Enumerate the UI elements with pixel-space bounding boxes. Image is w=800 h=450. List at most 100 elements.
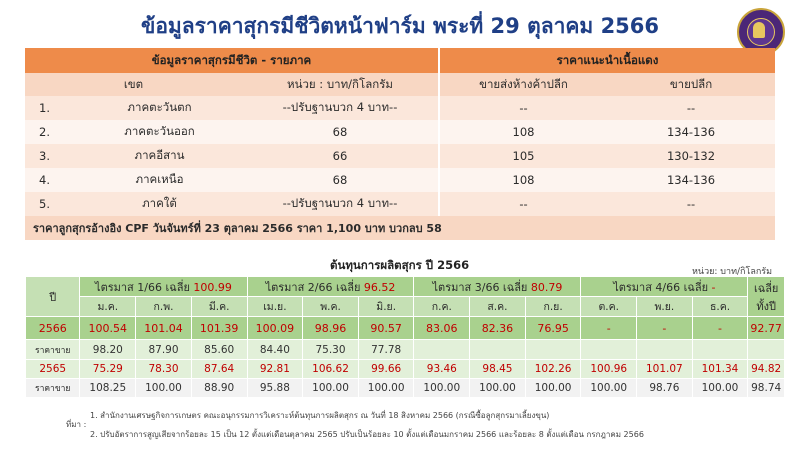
- sale-price-value: 98.20: [79, 339, 137, 360]
- live-pig-price: --ปรับฐานบวก 4 บาท--: [242, 96, 440, 120]
- sale-price-value: 88.90: [190, 378, 248, 398]
- table-row: 2. ภาคตะวันออก 68 108 134-136: [25, 120, 775, 144]
- year-column-header: ปี: [24, 276, 81, 317]
- wholesale-column-header: ขายส่งห้างค้าปลีก: [439, 73, 607, 96]
- zone-column-header: เขต: [25, 73, 242, 96]
- month-header: เม.ย.: [246, 296, 304, 317]
- yearly-average-header: เฉลี่ยทั้งปี: [747, 276, 785, 317]
- cost-value: 101.39: [190, 316, 248, 340]
- cost-value: 101.07: [636, 359, 693, 379]
- retail-column-header: ขายปลีก: [607, 73, 775, 96]
- month-header: พ.ย.: [636, 296, 693, 317]
- cost-value: 100.54: [79, 316, 137, 340]
- sale-price-value: 100.00: [524, 378, 582, 398]
- regional-price-table: ข้อมูลราคาสุกรมีชีวิต - รายภาค ราคาแนะนำ…: [25, 48, 775, 240]
- sale-price-value: 77.78: [357, 339, 415, 360]
- cost-value: -: [580, 316, 638, 340]
- cost-value: 87.64: [190, 359, 248, 379]
- sale-price-value: 100.00: [302, 378, 359, 398]
- sale-price-value: [413, 339, 471, 360]
- wholesale-price: --: [439, 96, 607, 120]
- cost-value: 92.81: [246, 359, 304, 379]
- regional-price-header: ข้อมูลราคาสุกรมีชีวิต - รายภาค: [25, 48, 440, 73]
- sale-price-value: [691, 339, 749, 360]
- row-label: 2565: [24, 359, 81, 379]
- sale-price-value: 100.00: [357, 378, 415, 398]
- row-label: ราคาขาย: [24, 339, 81, 360]
- page-title: ข้อมูลราคาสุกรมีชีวิตหน้าฟาร์ม พระที่ 29…: [140, 14, 660, 38]
- cost-table-title: ต้นทุนการผลิตสุกร ปี 2566: [330, 258, 470, 272]
- sale-price-value: 108.25: [79, 378, 137, 398]
- cost-value: 101.34: [691, 359, 749, 379]
- sale-price-value: [469, 339, 526, 360]
- sale-price-value: 98.76: [636, 378, 693, 398]
- quarter-header: ไตรมาส 1/66 เฉลี่ย 100.99: [79, 276, 248, 297]
- quarter-average: 100.99: [193, 280, 232, 294]
- unit-column-header: หน่วย : บาท/กิโลกรัม: [242, 73, 440, 96]
- cost-value: 102.26: [524, 359, 582, 379]
- yearly-average: 94.82: [747, 359, 785, 379]
- sale-price-value: 87.90: [135, 339, 192, 360]
- unit-note: หน่วย: บาท/กิโลกรัม: [692, 267, 773, 277]
- quarter-average: 96.52: [363, 280, 396, 294]
- sale-price-value: 100.00: [135, 378, 192, 398]
- table-row: 2566 100.54 101.04 101.39 100.09 98.96 9…: [24, 316, 785, 340]
- source-note: 1. สำนักงานเศรษฐกิจการเกษตร คณะอนุกรรมกา…: [90, 411, 550, 420]
- month-header: ก.ค.: [413, 296, 471, 317]
- yearly-average: 92.77: [747, 316, 785, 340]
- source-note: 2. ปรับอัตราการสูญเสียจากร้อยละ 15 เป็น …: [90, 430, 644, 439]
- seal-emblem: [753, 22, 765, 38]
- live-pig-price: 68: [242, 120, 440, 144]
- quarter-label: ไตรมาส 3/66 เฉลี่ย: [432, 280, 528, 294]
- month-header: ก.ย.: [524, 296, 582, 317]
- sale-price-value: 100.00: [691, 378, 749, 398]
- region-name: ภาคอีสาน: [77, 144, 242, 168]
- region-name: ภาคตะวันตก: [77, 96, 242, 120]
- cost-value: 101.04: [135, 316, 192, 340]
- piglet-price-note: ราคาลูกสุกรอ้างอิง CPF วันจันทร์ที่ 23 ต…: [25, 216, 775, 240]
- quarter-label: ไตรมาส 2/66 เฉลี่ย: [265, 280, 361, 294]
- region-name: ภาคเหนือ: [77, 168, 242, 192]
- row-number: 2.: [25, 120, 77, 144]
- table-row: ราคาขาย 108.25 100.00 88.90 95.88 100.00…: [24, 378, 785, 398]
- region-name: ภาคใต้: [77, 192, 242, 216]
- quarter-label: ไตรมาส 4/66 เฉลี่ย: [613, 280, 709, 294]
- table-row: ราคาขาย 98.20 87.90 85.60 84.40 75.30 77…: [24, 339, 785, 360]
- wholesale-price: --: [439, 192, 607, 216]
- retail-price: 134-136: [607, 120, 775, 144]
- cost-value: 82.36: [469, 316, 526, 340]
- table-row: 3. ภาคอีสาน 66 105 130-132: [25, 144, 775, 168]
- cost-value: 78.30: [135, 359, 192, 379]
- quarter-average: -: [711, 280, 716, 294]
- retail-price: --: [607, 192, 775, 216]
- sale-price-value: 84.40: [246, 339, 304, 360]
- cost-value: 98.45: [469, 359, 526, 379]
- cost-value: 106.62: [302, 359, 359, 379]
- live-pig-price: 68: [242, 168, 440, 192]
- yearly-average: [747, 339, 785, 360]
- table-row: 1. ภาคตะวันตก --ปรับฐานบวก 4 บาท-- -- --: [25, 96, 775, 120]
- recommended-meat-header: ราคาแนะนำเนื้อแดง: [439, 48, 775, 73]
- sale-price-value: 95.88: [246, 378, 304, 398]
- sale-price-value: 100.00: [580, 378, 638, 398]
- month-header: ม.ค.: [79, 296, 137, 317]
- production-cost-table: ปี ไตรมาส 1/66 เฉลี่ย 100.99 ไตรมาส 2/66…: [24, 276, 785, 398]
- retail-price: --: [607, 96, 775, 120]
- row-number: 3.: [25, 144, 77, 168]
- sale-price-value: 85.60: [190, 339, 248, 360]
- row-label: ราคาขาย: [24, 378, 81, 398]
- region-name: ภาคตะวันออก: [77, 120, 242, 144]
- month-header: ต.ค.: [580, 296, 638, 317]
- cost-value: 76.95: [524, 316, 582, 340]
- cost-value: 90.57: [357, 316, 415, 340]
- month-header: มิ.ย.: [357, 296, 415, 317]
- row-number: 1.: [25, 96, 77, 120]
- table-row: 4. ภาคเหนือ 68 108 134-136: [25, 168, 775, 192]
- row-number: 5.: [25, 192, 77, 216]
- retail-price: 134-136: [607, 168, 775, 192]
- wholesale-price: 108: [439, 120, 607, 144]
- quarter-header: ไตรมาส 2/66 เฉลี่ย 96.52: [246, 276, 415, 297]
- row-number: 4.: [25, 168, 77, 192]
- wholesale-price: 105: [439, 144, 607, 168]
- quarter-label: ไตรมาส 1/66 เฉลี่ย: [95, 280, 190, 294]
